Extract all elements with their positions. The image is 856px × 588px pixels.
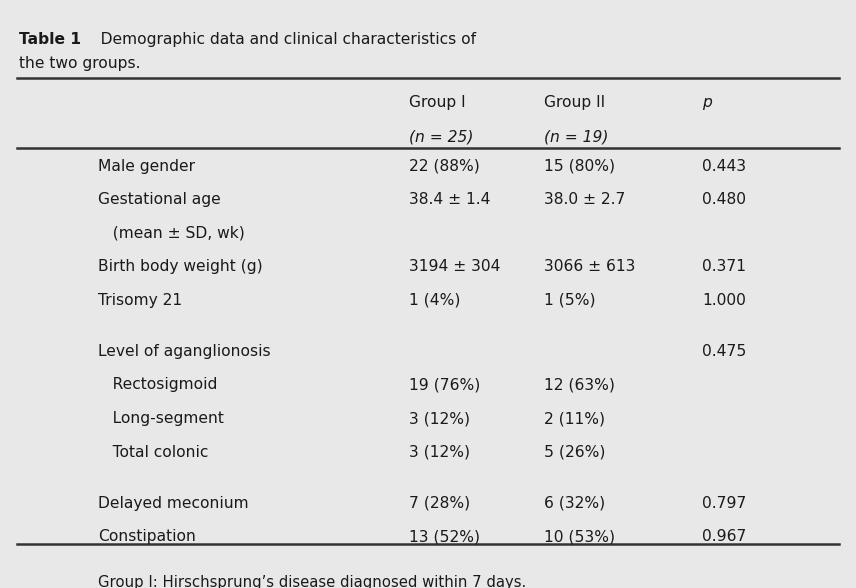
- Text: Male gender: Male gender: [98, 159, 195, 174]
- Text: Constipation: Constipation: [98, 529, 196, 544]
- Text: the two groups.: the two groups.: [19, 56, 140, 71]
- Text: 10 (53%): 10 (53%): [544, 529, 615, 544]
- Text: (n = 19): (n = 19): [544, 129, 608, 145]
- Text: 6 (32%): 6 (32%): [544, 496, 604, 511]
- Text: 2 (11%): 2 (11%): [544, 411, 604, 426]
- Text: Group I: Group I: [409, 95, 466, 111]
- Text: (mean ± SD, wk): (mean ± SD, wk): [98, 226, 245, 241]
- Text: 1.000: 1.000: [702, 293, 746, 308]
- Text: 0.967: 0.967: [702, 529, 746, 544]
- Text: Delayed meconium: Delayed meconium: [98, 496, 249, 511]
- Text: 3 (12%): 3 (12%): [409, 445, 470, 460]
- Text: 3194 ± 304: 3194 ± 304: [409, 259, 501, 275]
- Text: 7 (28%): 7 (28%): [409, 496, 470, 511]
- Text: 0.480: 0.480: [702, 192, 746, 208]
- Text: Group II: Group II: [544, 95, 604, 111]
- Text: 1 (5%): 1 (5%): [544, 293, 595, 308]
- Text: 13 (52%): 13 (52%): [409, 529, 480, 544]
- Text: 0.371: 0.371: [702, 259, 746, 275]
- Text: Long-segment: Long-segment: [98, 411, 224, 426]
- Text: Demographic data and clinical characteristics of: Demographic data and clinical characteri…: [86, 32, 476, 48]
- Text: 12 (63%): 12 (63%): [544, 377, 615, 393]
- Text: 0.797: 0.797: [702, 496, 746, 511]
- Text: 15 (80%): 15 (80%): [544, 159, 615, 174]
- Text: 1 (4%): 1 (4%): [409, 293, 461, 308]
- Text: (n = 25): (n = 25): [409, 129, 473, 145]
- Text: Table 1: Table 1: [19, 32, 81, 48]
- Text: 5 (26%): 5 (26%): [544, 445, 605, 460]
- Text: Birth body weight (g): Birth body weight (g): [98, 259, 263, 275]
- Text: Total colonic: Total colonic: [98, 445, 209, 460]
- Text: 19 (76%): 19 (76%): [409, 377, 480, 393]
- Text: 38.0 ± 2.7: 38.0 ± 2.7: [544, 192, 625, 208]
- Text: 38.4 ± 1.4: 38.4 ± 1.4: [409, 192, 490, 208]
- Text: Group I: Hirschsprung’s disease diagnosed within 7 days.: Group I: Hirschsprung’s disease diagnose…: [98, 575, 526, 588]
- Text: 3066 ± 613: 3066 ± 613: [544, 259, 635, 275]
- Text: Level of aganglionosis: Level of aganglionosis: [98, 344, 271, 359]
- Text: Rectosigmoid: Rectosigmoid: [98, 377, 217, 393]
- Text: 22 (88%): 22 (88%): [409, 159, 480, 174]
- Text: 0.475: 0.475: [702, 344, 746, 359]
- Text: p: p: [702, 95, 712, 111]
- Text: Trisomy 21: Trisomy 21: [98, 293, 182, 308]
- Text: Gestational age: Gestational age: [98, 192, 221, 208]
- Text: 0.443: 0.443: [702, 159, 746, 174]
- Text: 3 (12%): 3 (12%): [409, 411, 470, 426]
